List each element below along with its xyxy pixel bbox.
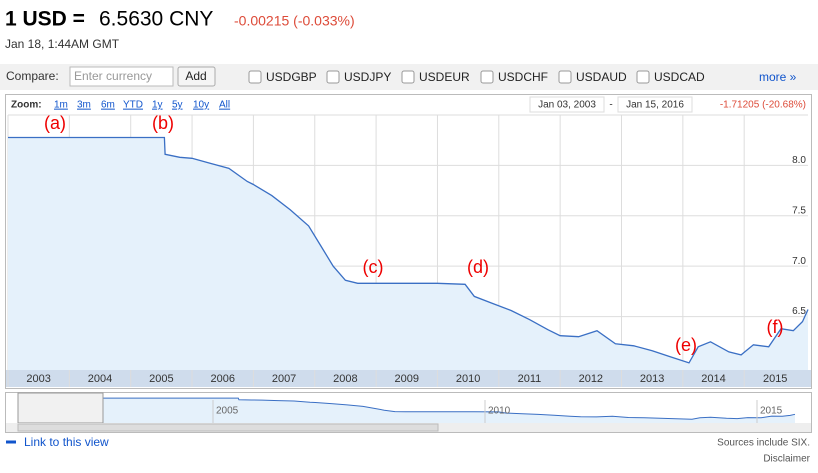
compare-label: Compare: (6, 69, 59, 83)
x-tick-label: 2006 (210, 373, 234, 385)
navigator-line (103, 397, 796, 420)
compare-option: USDCHF (498, 70, 548, 84)
zoom-option[interactable]: 5y (172, 100, 183, 111)
compare-option: USDEUR (419, 70, 470, 84)
compare-option: USDGBP (266, 70, 317, 84)
x-tick-label: 2004 (88, 373, 112, 385)
x-tick-label: 2010 (456, 373, 480, 385)
y-tick-label: 8.5 (792, 105, 806, 116)
navigator-area (103, 398, 795, 423)
add-button[interactable] (177, 66, 216, 87)
zoom-option[interactable]: 3m (77, 100, 91, 111)
x-tick-label: 2005 (149, 373, 173, 385)
annotation: (a) (44, 113, 66, 133)
end-box[interactable] (617, 96, 693, 113)
x-tick-label: 2003 (26, 373, 50, 385)
compare-option: USDJPY (344, 70, 391, 84)
y-tick-label: 8.0 (792, 155, 806, 166)
x-tick-label: 2015 (763, 373, 787, 385)
area (8, 137, 808, 370)
zoom-label: Zoom: (11, 100, 42, 111)
sources: Sources include SIX. (717, 438, 810, 449)
zoom-option[interactable]: 10y (193, 100, 209, 111)
axis-band (6, 370, 811, 387)
x-tick-label: 2011 (518, 373, 542, 385)
input-placeholder: Enter currency (74, 69, 152, 83)
x-tick-label: 2013 (640, 373, 664, 385)
x-tick-label: 2012 (579, 373, 603, 385)
navigator-label: 2005 (216, 406, 239, 417)
checkbox[interactable] (558, 70, 572, 84)
price-line (8, 136, 809, 364)
x-tick-label: 2014 (701, 373, 725, 385)
timestamp: Jan 18, 1:44AM GMT (5, 37, 120, 51)
compare-option: USDAUD (576, 70, 627, 84)
checkbox[interactable] (248, 70, 262, 84)
end-date: Jan 15, 2016 (626, 100, 684, 111)
scroll-thumb[interactable] (17, 423, 439, 432)
navigator-label: 2015 (760, 406, 783, 417)
annotation: (f) (767, 317, 784, 337)
zoom-option[interactable]: 1m (54, 100, 68, 111)
more-link[interactable]: more » (759, 70, 797, 84)
x-tick-label: 2007 (272, 373, 296, 385)
zoom-option[interactable]: 1y (152, 100, 163, 111)
range-change: -1.71205 (-20.68%) (720, 100, 806, 111)
compare-option: USDCAD (654, 70, 705, 84)
checkbox[interactable] (480, 70, 494, 84)
annotation: (e) (675, 335, 697, 355)
annotation: (c) (363, 257, 384, 277)
annotation: (d) (467, 257, 489, 277)
y-tick-label: 6.5 (792, 306, 806, 317)
change: -0.00215 (-0.033%) (234, 13, 355, 29)
zoom-option[interactable]: YTD (123, 100, 143, 111)
compare-input[interactable] (69, 66, 174, 87)
range-separator: - (609, 100, 612, 111)
checkbox[interactable] (636, 70, 650, 84)
add-button-label: Add (185, 69, 206, 83)
checkbox[interactable] (401, 70, 415, 84)
zoom-option[interactable]: 6m (101, 100, 115, 111)
start-box[interactable] (529, 96, 605, 113)
zoom-option[interactable]: All (219, 100, 230, 111)
annotation: (b) (152, 113, 174, 133)
rate: 6.5630 CNY (99, 8, 213, 31)
disclaimer[interactable]: Disclaimer (763, 454, 810, 465)
checkbox[interactable] (326, 70, 340, 84)
y-tick-label: 7.5 (792, 205, 806, 216)
navigator-label: 2010 (488, 406, 511, 417)
base-label: 1 USD = (5, 8, 85, 31)
navigator-window[interactable] (17, 392, 104, 424)
y-tick-label: 7.0 (792, 256, 806, 267)
x-tick-label: 2009 (395, 373, 419, 385)
link-view[interactable]: Link to this view (24, 435, 109, 449)
start-date: Jan 03, 2003 (538, 100, 596, 111)
x-tick-label: 2008 (333, 373, 357, 385)
